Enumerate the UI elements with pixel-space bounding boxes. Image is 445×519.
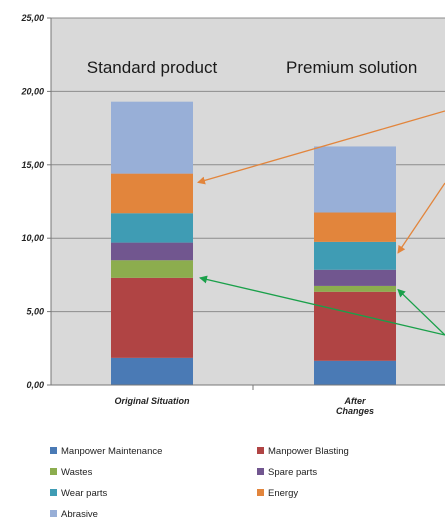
y-tick-label: 5,00	[26, 307, 44, 317]
legend-label: Wear parts	[61, 488, 108, 499]
bar-segment	[111, 242, 193, 261]
bar-segment	[314, 360, 396, 385]
bar-segment	[314, 291, 396, 361]
bar-segment	[111, 101, 193, 174]
bar-segment	[314, 285, 396, 292]
x-tick-label: After Changes	[336, 396, 374, 416]
annotation-arrow	[199, 275, 445, 336]
legend-swatch	[257, 468, 264, 475]
annotation-arrow	[397, 182, 445, 254]
legend-label: Manpower Maintenance	[61, 446, 162, 457]
legend-swatch	[257, 447, 264, 454]
annotation-arrows	[197, 110, 445, 336]
y-tick-label: 10,00	[21, 233, 44, 243]
bar-segment	[314, 146, 396, 213]
category-header: Premium solution	[286, 58, 417, 77]
category-headers: Standard product Premium solution	[87, 58, 418, 77]
annotation-arrow	[397, 288, 445, 336]
legend-label: Manpower Blasting	[268, 446, 349, 457]
y-tick-label: 20,00	[20, 86, 44, 96]
legend-label: Spare parts	[268, 467, 317, 478]
legend-label: Wastes	[61, 467, 93, 478]
legend-swatch	[50, 510, 57, 517]
bar-segment	[314, 269, 396, 286]
y-tick-label: 15,00	[21, 160, 44, 170]
y-tick-label: 25,00	[20, 13, 44, 23]
bar-segment	[111, 357, 193, 385]
legend-swatch	[257, 489, 264, 496]
bar-segment	[111, 213, 193, 243]
bar-segment	[314, 212, 396, 242]
annotation-arrow	[197, 110, 445, 185]
x-tick-label: Original Situation	[114, 396, 190, 406]
bar-segment	[314, 241, 396, 270]
bars	[111, 101, 396, 385]
legend-swatch	[50, 447, 57, 454]
legend-swatch	[50, 489, 57, 496]
axes: 0,00 5,00 10,00 15,00 20,00 25,00 Original Sit…	[20, 13, 445, 416]
bar-segment	[111, 277, 193, 358]
legend: Manpower Maintenance Manpower Blasting Was…	[50, 446, 349, 519]
bar-segment	[111, 260, 193, 278]
legend-swatch	[50, 468, 57, 475]
legend-label: Abrasive	[61, 509, 98, 519]
y-tick-label: 0,00	[26, 380, 44, 390]
legend-label: Energy	[268, 488, 298, 499]
bar-segment	[111, 173, 193, 214]
category-header: Standard product	[87, 58, 218, 77]
